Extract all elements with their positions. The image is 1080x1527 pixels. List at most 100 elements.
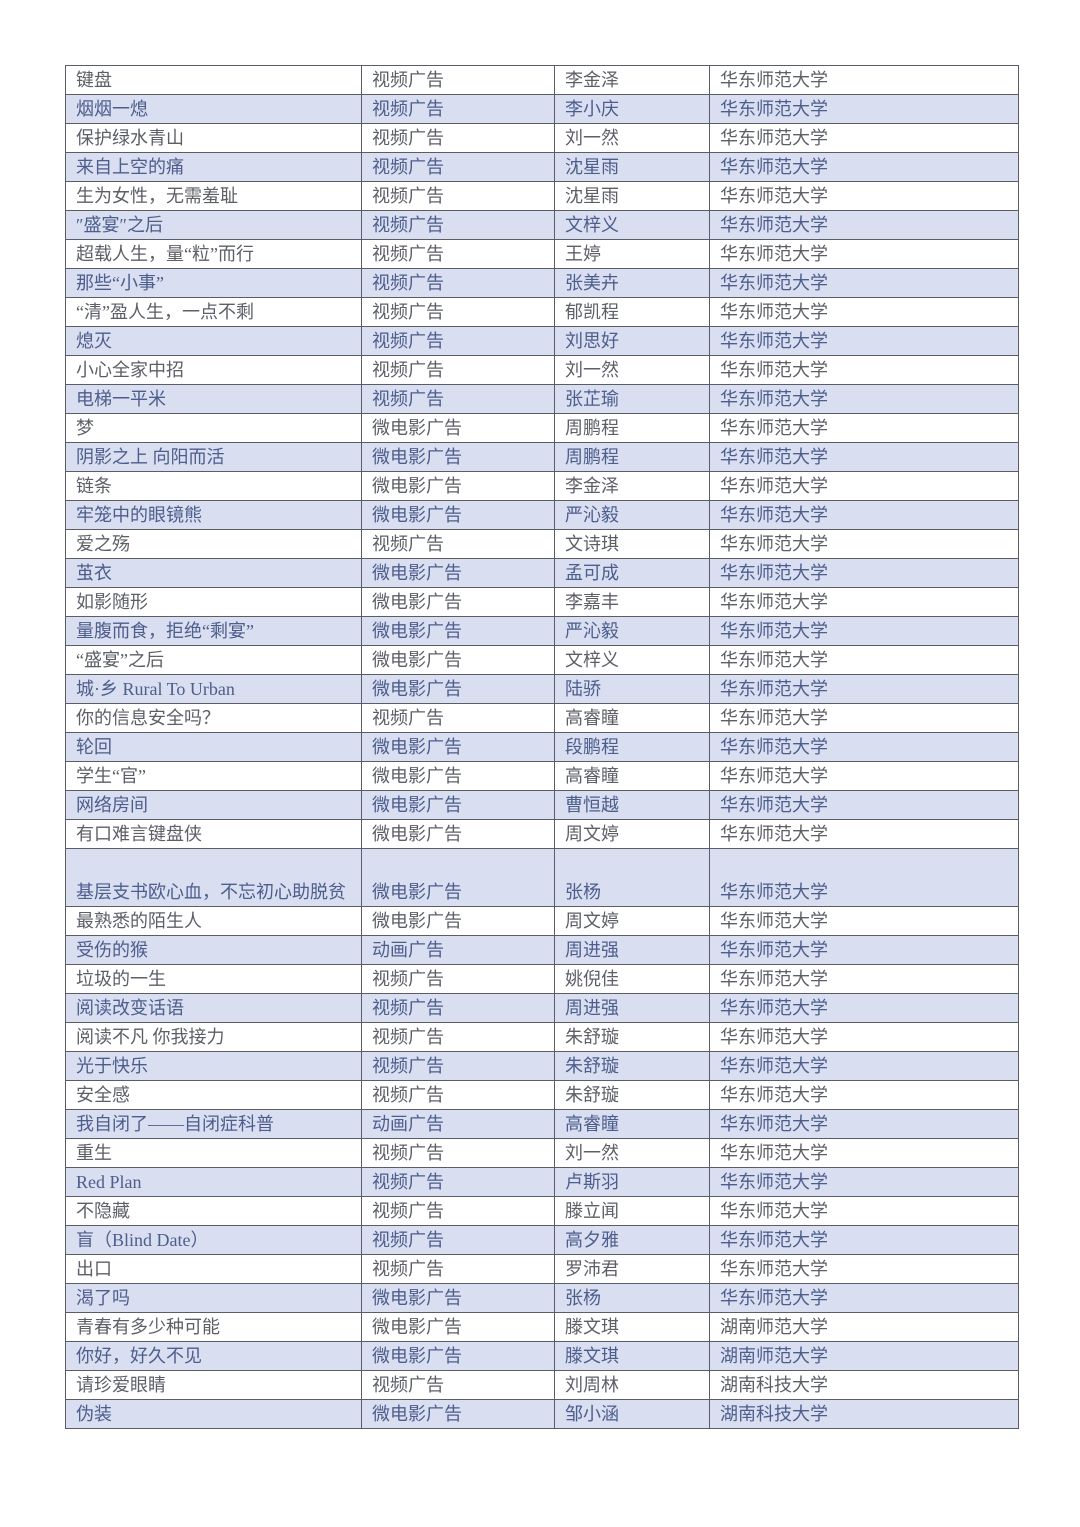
category-cell: 视频广告 xyxy=(361,152,555,182)
table-row: 网络房间 微电影广告 曹恒越 华东师范大学 xyxy=(65,790,1019,820)
table-row: 烟烟一熄 视频广告 李小庆 华东师范大学 xyxy=(65,94,1019,124)
table-row: 生为女性，无需羞耻 视频广告 沈星雨 华东师范大学 xyxy=(65,181,1019,211)
work-title-cell: 熄灭 xyxy=(65,326,362,356)
work-title-cell: 受伤的猴 xyxy=(65,935,362,965)
school-cell: 华东师范大学 xyxy=(709,355,1019,385)
school-cell: 华东师范大学 xyxy=(709,703,1019,733)
school-cell: 湖南师范大学 xyxy=(709,1341,1019,1371)
school-cell: 华东师范大学 xyxy=(709,935,1019,965)
table-row: 茧衣 微电影广告 孟可成 华东师范大学 xyxy=(65,558,1019,588)
school-cell: 华东师范大学 xyxy=(709,181,1019,211)
work-title-cell: 来自上空的痛 xyxy=(65,152,362,182)
category-cell: 视频广告 xyxy=(361,1051,555,1081)
school-cell: 华东师范大学 xyxy=(709,964,1019,994)
category-cell: 视频广告 xyxy=(361,355,555,385)
category-cell: 视频广告 xyxy=(361,1080,555,1110)
table-row: 安全感 视频广告 朱舒璇 华东师范大学 xyxy=(65,1080,1019,1110)
work-title-cell: 基层支书欧心血，不忘初心助脱贫 xyxy=(65,848,362,907)
category-cell: 微电影广告 xyxy=(361,1341,555,1371)
author-cell: 李金泽 xyxy=(554,471,710,501)
category-cell: 视频广告 xyxy=(361,1225,555,1255)
category-cell: 微电影广告 xyxy=(361,587,555,617)
school-cell: 华东师范大学 xyxy=(709,326,1019,356)
works-table: 键盘 视频广告 李金泽 华东师范大学 烟烟一熄 视频广告 李小庆 华东师范大学 保护绿水青山 视频… xyxy=(65,65,1019,1429)
work-title-cell: 城·乡 Rural To Urban xyxy=(65,674,362,704)
school-cell: 华东师范大学 xyxy=(709,268,1019,298)
table-row: 垃圾的一生 视频广告 姚倪佳 华东师范大学 xyxy=(65,964,1019,994)
author-cell: 高睿瞳 xyxy=(554,1109,710,1139)
table-row: 键盘 视频广告 李金泽 华东师范大学 xyxy=(65,65,1019,95)
author-cell: 滕文琪 xyxy=(554,1312,710,1342)
school-cell: 华东师范大学 xyxy=(709,65,1019,95)
table-row: 青春有多少种可能 微电影广告 滕文琪 湖南师范大学 xyxy=(65,1312,1019,1342)
work-title-cell: 超载人生，量“粒”而行 xyxy=(65,239,362,269)
table-row: “清”盈人生，一点不剩 视频广告 郁凯程 华东师范大学 xyxy=(65,297,1019,327)
category-cell: 动画广告 xyxy=(361,1109,555,1139)
category-cell: 微电影广告 xyxy=(361,1283,555,1313)
table-row: 保护绿水青山 视频广告 刘一然 华东师范大学 xyxy=(65,123,1019,153)
school-cell: 华东师范大学 xyxy=(709,1022,1019,1052)
work-title-cell: 那些“小事” xyxy=(65,268,362,298)
table-row: 出口 视频广告 罗沛君 华东师范大学 xyxy=(65,1254,1019,1284)
work-title-cell: 轮回 xyxy=(65,732,362,762)
work-title-cell: 我自闭了——自闭症科普 xyxy=(65,1109,362,1139)
author-cell: 李嘉丰 xyxy=(554,587,710,617)
work-title-cell: 最熟悉的陌生人 xyxy=(65,906,362,936)
category-cell: 视频广告 xyxy=(361,703,555,733)
table-row: 链条 微电影广告 李金泽 华东师范大学 xyxy=(65,471,1019,501)
category-cell: 视频广告 xyxy=(361,384,555,414)
work-title-cell: 爱之殇 xyxy=(65,529,362,559)
school-cell: 华东师范大学 xyxy=(709,94,1019,124)
table-row: “盛宴”之后 微电影广告 文梓义 华东师范大学 xyxy=(65,645,1019,675)
work-title-cell: 阅读不凡 你我接力 xyxy=(65,1022,362,1052)
table-row: 光于快乐 视频广告 朱舒璇 华东师范大学 xyxy=(65,1051,1019,1081)
author-cell: 刘一然 xyxy=(554,123,710,153)
table-row: 熄灭 视频广告 刘思好 华东师范大学 xyxy=(65,326,1019,356)
category-cell: 视频广告 xyxy=(361,239,555,269)
school-cell: 华东师范大学 xyxy=(709,558,1019,588)
work-title-cell: 烟烟一熄 xyxy=(65,94,362,124)
author-cell: 严沁毅 xyxy=(554,500,710,530)
author-cell: 文梓义 xyxy=(554,645,710,675)
table-row: 重生 视频广告 刘一然 华东师范大学 xyxy=(65,1138,1019,1168)
author-cell: 滕文琪 xyxy=(554,1341,710,1371)
category-cell: 视频广告 xyxy=(361,181,555,211)
category-cell: 视频广告 xyxy=(361,123,555,153)
school-cell: 华东师范大学 xyxy=(709,442,1019,472)
school-cell: 华东师范大学 xyxy=(709,674,1019,704)
author-cell: 陆骄 xyxy=(554,674,710,704)
school-cell: 华东师范大学 xyxy=(709,1196,1019,1226)
author-cell: 周进强 xyxy=(554,935,710,965)
author-cell: 张芷瑜 xyxy=(554,384,710,414)
table-row: 我自闭了——自闭症科普 动画广告 高睿瞳 华东师范大学 xyxy=(65,1109,1019,1139)
school-cell: 华东师范大学 xyxy=(709,1138,1019,1168)
category-cell: 微电影广告 xyxy=(361,1399,555,1429)
category-cell: 微电影广告 xyxy=(361,558,555,588)
table-row: 阅读改变话语 视频广告 周进强 华东师范大学 xyxy=(65,993,1019,1023)
category-cell: 视频广告 xyxy=(361,964,555,994)
author-cell: 周文婷 xyxy=(554,819,710,849)
table-row: 电梯一平米 视频广告 张芷瑜 华东师范大学 xyxy=(65,384,1019,414)
table-row: 盲（Blind Date） 视频广告 高夕雅 华东师范大学 xyxy=(65,1225,1019,1255)
table-row: Red Plan 视频广告 卢斯羽 华东师范大学 xyxy=(65,1167,1019,1197)
author-cell: 朱舒璇 xyxy=(554,1051,710,1081)
author-cell: 滕立闻 xyxy=(554,1196,710,1226)
table-row: 你好，好久不见 微电影广告 滕文琪 湖南师范大学 xyxy=(65,1341,1019,1371)
category-cell: 微电影广告 xyxy=(361,616,555,646)
work-title-cell: 青春有多少种可能 xyxy=(65,1312,362,1342)
work-title-cell: 如影随形 xyxy=(65,587,362,617)
work-title-cell: 盲（Blind Date） xyxy=(65,1225,362,1255)
table-row: 爱之殇 视频广告 文诗琪 华东师范大学 xyxy=(65,529,1019,559)
work-title-cell: 茧衣 xyxy=(65,558,362,588)
school-cell: 华东师范大学 xyxy=(709,297,1019,327)
school-cell: 华东师范大学 xyxy=(709,616,1019,646)
author-cell: 文诗琪 xyxy=(554,529,710,559)
work-title-cell: 你的信息安全吗？ xyxy=(65,703,362,733)
school-cell: 华东师范大学 xyxy=(709,471,1019,501)
work-title-cell: Red Plan xyxy=(65,1167,362,1197)
work-title-cell: 阴影之上 向阳而活 xyxy=(65,442,362,472)
work-title-cell: 小心全家中招 xyxy=(65,355,362,385)
school-cell: 华东师范大学 xyxy=(709,732,1019,762)
school-cell: 华东师范大学 xyxy=(709,500,1019,530)
work-title-cell: “盛宴”之后 xyxy=(65,645,362,675)
